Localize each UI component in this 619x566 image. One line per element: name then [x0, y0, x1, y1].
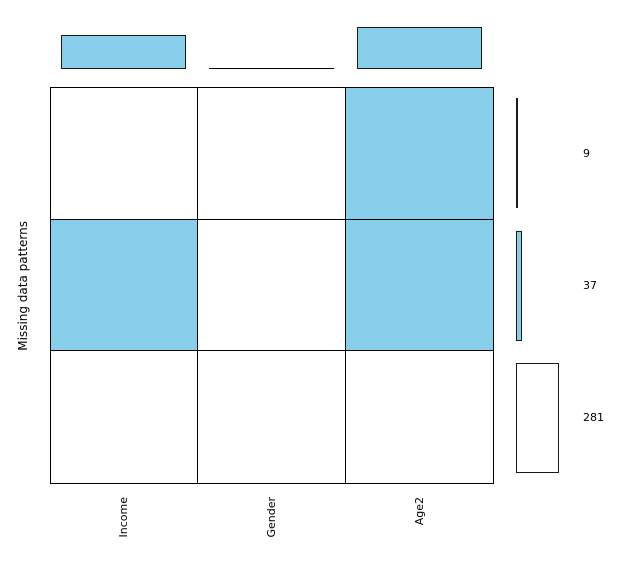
pattern-cell [198, 351, 346, 483]
top-missing-bar-zero [209, 68, 335, 69]
pattern-cell [50, 219, 198, 352]
top-missing-bar [61, 35, 187, 69]
pattern-cell [345, 219, 493, 352]
variable-label-box: Gender [198, 497, 346, 561]
pattern-grid [49, 87, 494, 484]
pattern-count-label: 9 [583, 146, 590, 160]
pattern-count-label: 281 [583, 411, 604, 425]
pattern-cell [345, 351, 493, 483]
pattern-cell [345, 88, 493, 220]
pattern-cell [50, 88, 198, 220]
pattern-cell [198, 219, 346, 352]
pattern-count-bar [516, 230, 522, 341]
pattern-cell [198, 88, 346, 220]
pattern-count-bar [516, 98, 518, 209]
top-missing-bar [357, 27, 483, 69]
pattern-cell [50, 351, 198, 483]
variable-label-box: Age2 [346, 497, 494, 561]
variable-label-box: Income [50, 497, 198, 561]
variable-label: Gender [265, 497, 279, 538]
y-axis-label: Missing data patterns [16, 220, 30, 351]
variable-label: Income [117, 497, 131, 538]
variable-label: Age2 [413, 497, 427, 526]
pattern-count-label: 37 [583, 278, 597, 292]
y-axis-label-box: Missing data patterns [10, 87, 36, 484]
pattern-count-bar [516, 362, 559, 473]
